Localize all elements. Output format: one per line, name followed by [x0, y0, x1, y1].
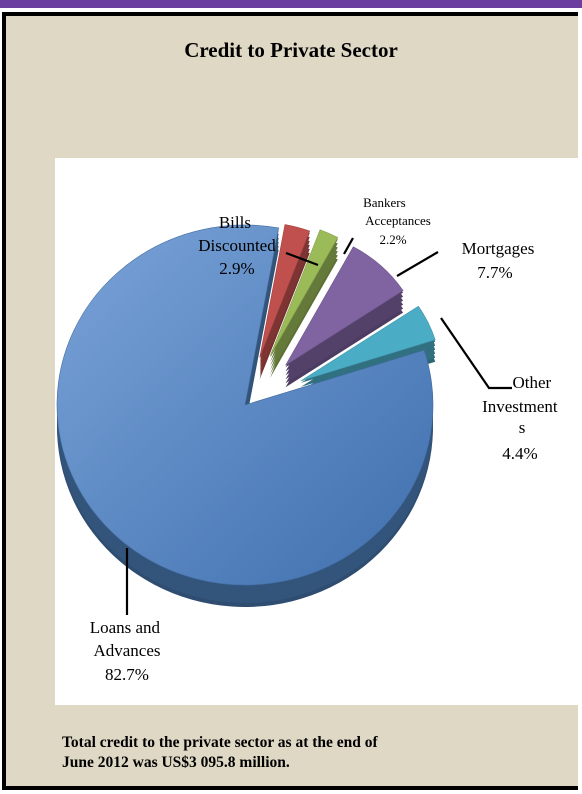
footnote-line-1: Total credit to the private sector as at… [62, 734, 378, 751]
label-loans-value: 82.7% [105, 665, 149, 684]
label-bills-value: 2.9% [219, 259, 254, 278]
footnote: Total credit to the private sector as at… [62, 733, 532, 773]
footnote-line-2: June 2012 was US$3 095.8 million. [62, 754, 290, 771]
label-mortgages-name: Mortgages [462, 239, 535, 258]
label-bills-name: Bills Discounted [198, 213, 276, 255]
slice-bankers [269, 229, 339, 357]
label-mortgages-value: 7.7% [477, 263, 512, 282]
label-other-name: Other Investment s [482, 373, 562, 437]
label-bankers-name: Bankers Acceptances [363, 195, 431, 228]
chart-title: Credit to Private Sector [184, 38, 398, 62]
label-bankers-value: 2.2% [379, 232, 406, 247]
leader-line-mortgages [396, 251, 439, 277]
leader-line-bills [285, 251, 319, 267]
slice-loans [56, 224, 434, 586]
slice-mortgages [285, 246, 404, 366]
label-other-value: 4.4% [502, 444, 537, 463]
leader-line-bankers [343, 237, 354, 255]
top-border-band [0, 0, 582, 8]
slice-other [300, 305, 436, 382]
label-loans-name: Loans and Advances [90, 618, 165, 660]
leader-line-other [440, 317, 512, 390]
